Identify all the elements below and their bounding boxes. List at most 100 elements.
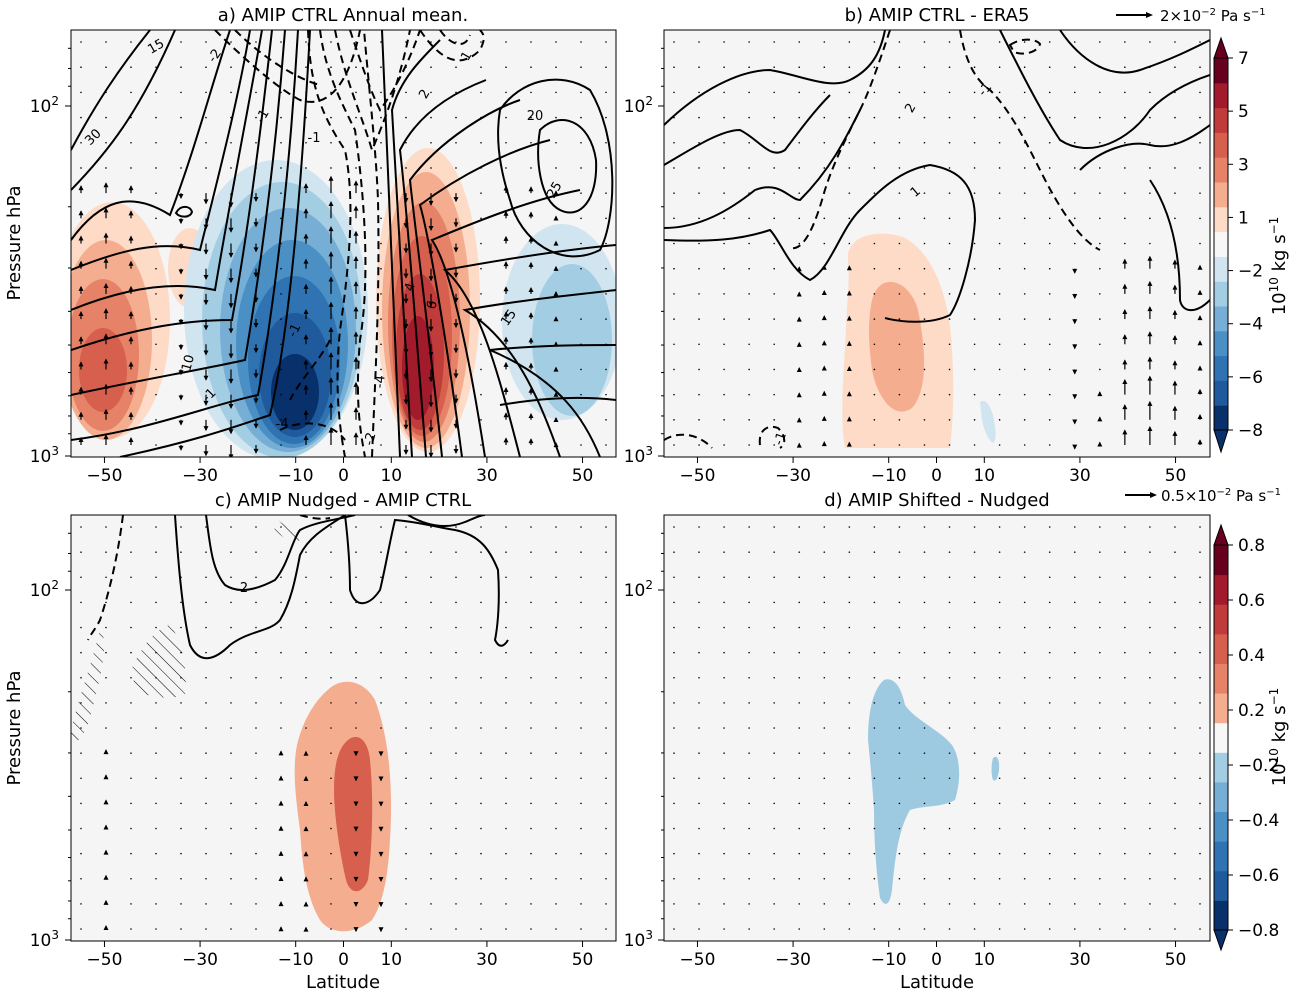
quiver-dot [430,141,432,144]
quiver-dot [748,601,750,604]
quiver-dot [280,393,282,396]
quiver-dot [1073,526,1076,528]
quiver-arrowhead [103,849,109,855]
quiver-dot [105,702,107,704]
quiver-dot [555,903,557,905]
quiver-dot [898,167,901,169]
quiver-dot [698,217,700,220]
quiver-dot [1073,141,1076,144]
quiver-key-arrowhead [1146,12,1153,18]
quiver-dot [1199,116,1201,119]
quiver-dot [1199,91,1201,94]
quiver-arrowhead [253,247,259,253]
quiver-dot [380,576,382,579]
quiver-dot [948,551,951,553]
colorbar-tick-label: −0.6 [1238,866,1279,886]
quiver-dot [1073,91,1076,94]
quiver-arrowhead [796,316,802,322]
quiver-dot [723,551,725,553]
quiver-arrowhead [403,323,409,329]
quiver-dot [130,576,132,579]
quiver-arrowhead [78,260,84,266]
quiver-dot [673,777,675,780]
quiver-dot [605,727,607,729]
quiver-dot [580,802,582,805]
quiver-dot [948,802,951,805]
quiver-dot [873,526,876,528]
quiver-dot [898,343,901,346]
quiver-arrowhead [203,375,209,381]
quiver-arrowhead [328,200,334,206]
colorbar-extend-min [1213,429,1229,454]
quiver-dot [480,116,482,119]
quiver-dot [80,551,82,553]
quiver-dot [80,651,82,654]
quiver-dot [798,928,801,930]
quiver-dot [1174,752,1176,754]
quiver-dot [723,702,725,704]
quiver-arrowhead [203,249,209,255]
quiver-d [673,526,1201,930]
colorbar-swatch [1214,132,1228,158]
quiver-arrowhead [103,434,109,440]
quiver-dot [798,727,801,729]
quiver-dot [405,141,407,144]
quiver-dot [330,852,332,855]
quiver-arrowhead [1072,294,1078,300]
quiver-key-bottom: 0.5×10−2 Pa s−1 [1125,487,1281,505]
quiver-dot [305,702,307,704]
quiver-dot [530,551,532,553]
quiver-arrowhead [403,223,409,229]
quiver-dot [480,626,482,629]
quiver-dot [773,676,775,679]
hatch-region [270,515,300,542]
quiver-dot [798,676,801,679]
quiver-dot [1199,141,1201,144]
quiver-arrowhead [228,252,234,258]
quiver-dot [923,343,926,346]
quiver-dot [1099,368,1101,371]
quiver-arrowhead [228,404,234,410]
quiver-dot [898,877,901,880]
quiver-arrowhead [378,927,384,933]
quiver-dot [505,802,507,805]
quiver-arrowhead [1147,255,1153,261]
x-tick-label: 50 [1165,950,1187,970]
quiver-dot [130,141,132,144]
quiver-dot [155,601,157,604]
quiver-dot [230,752,232,754]
quiver-dot [998,727,1001,729]
quiver-dot [305,676,307,679]
quiver-arrowhead [303,851,309,857]
quiver-arrowhead [1147,280,1153,286]
quiver-dot [130,827,132,830]
quiver-arrowhead [846,315,852,321]
quiver-dot [1048,802,1051,805]
quiver-dot [673,91,675,94]
x-tick-label: 0 [338,950,349,970]
colorbar-tick-label: −0.2 [1238,756,1279,776]
quiver-dot [405,852,407,855]
quiver-arrowhead [253,322,259,328]
quiver-dot [1048,551,1051,553]
quiver-dot [1199,777,1201,780]
quiver-arrowhead [796,367,802,373]
y-minor-ticks-c [68,532,71,920]
quiver-dot [430,576,432,579]
quiver-dot [530,66,532,68]
quiver-dot [180,626,182,629]
x-tick-label: −10 [871,466,907,486]
quiver-arrowhead [253,448,259,454]
quiver-dot [105,727,107,729]
quiver-dot [230,526,232,528]
quiver-dot [1199,651,1201,654]
quiver-arrowhead [353,331,359,337]
quiver-dot [998,877,1001,880]
quiver-dot [1099,576,1101,579]
quiver-dot [973,827,976,830]
quiver-arrowhead [353,851,359,857]
quiver-arrowhead [821,340,827,346]
quiver-arrowhead [328,377,334,383]
quiver-arrowhead [103,925,109,931]
quiver-arrowhead [1122,308,1128,314]
